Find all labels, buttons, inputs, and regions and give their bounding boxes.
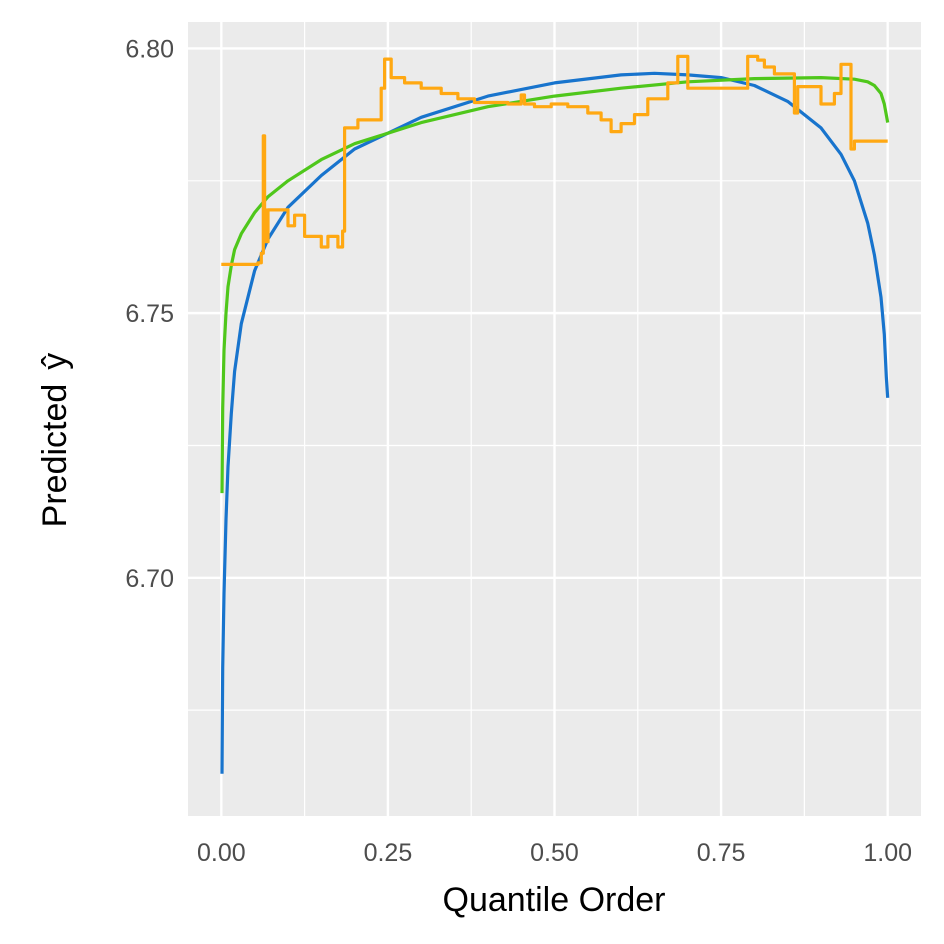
x-tick-label: 1.00 xyxy=(863,839,912,867)
y-tick-labels: 6.70 6.75 6.80 xyxy=(125,35,174,592)
series-line-3 xyxy=(221,54,888,266)
series-line-2 xyxy=(220,76,890,494)
x-tick-label: 0.00 xyxy=(197,839,246,867)
x-tick-label: 0.25 xyxy=(364,839,413,867)
series-lines xyxy=(220,54,890,774)
y-axis-title: Predicted ŷ xyxy=(36,353,74,528)
x-tick-label: 0.50 xyxy=(530,839,579,867)
y-tick-label: 6.75 xyxy=(125,300,174,328)
x-axis-title: Quantile Order xyxy=(443,881,666,919)
y-hat-symbol: ŷ xyxy=(36,353,74,370)
grid-lines xyxy=(188,22,921,816)
series-line-1 xyxy=(220,71,890,774)
y-tick-label: 6.70 xyxy=(125,565,174,593)
x-tick-label: 0.75 xyxy=(697,839,746,867)
y-axis-title-text: Predicted xyxy=(36,384,74,528)
y-tick-label: 6.80 xyxy=(125,35,174,63)
x-tick-labels: 0.00 0.25 0.50 0.75 1.00 xyxy=(197,839,912,867)
svg-text:Predictedŷ: Predicted ŷ xyxy=(36,353,74,528)
